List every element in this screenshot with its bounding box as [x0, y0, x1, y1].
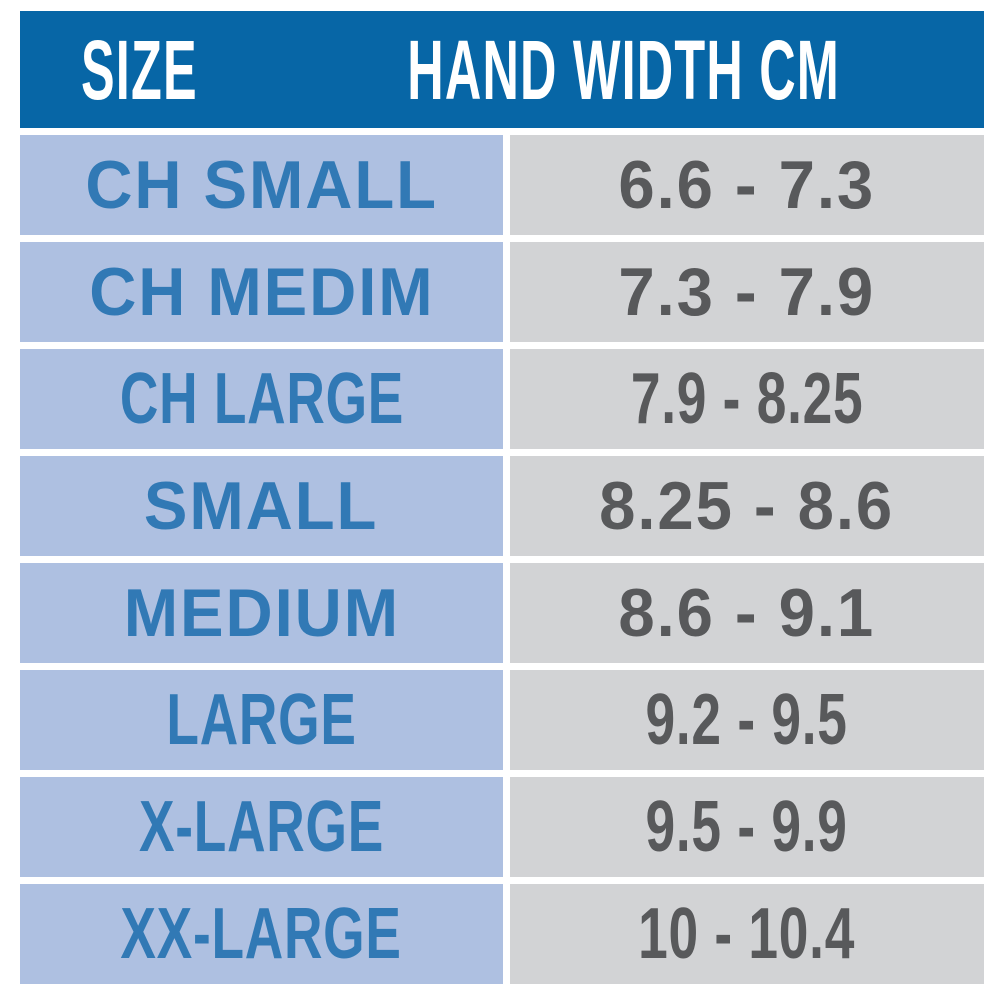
hand-width-value: 7.9 - 8.25: [630, 359, 864, 439]
table-row: XX-LARGE 10 - 10.4: [20, 884, 984, 984]
column-gap: [503, 242, 510, 342]
size-label: CH MEDIM: [88, 254, 435, 330]
hand-width-cell: 7.9 - 8.25: [510, 349, 984, 449]
table-header: SIZE HAND WIDTH CM: [20, 11, 984, 128]
hand-width-cell: 10 - 10.4: [510, 884, 984, 984]
size-label: SMALL: [144, 468, 379, 544]
table-row: LARGE 9.2 - 9.5: [20, 670, 984, 770]
hand-width-cell: 8.25 - 8.6: [510, 456, 984, 556]
size-label: CH LARGE: [119, 359, 404, 439]
header-size-cell: SIZE: [20, 11, 259, 128]
hand-width-value: 8.6 - 9.1: [618, 575, 876, 651]
table-row: CH LARGE 7.9 - 8.25: [20, 349, 984, 449]
hand-width-value: 10 - 10.4: [638, 894, 856, 974]
size-cell: CH LARGE: [20, 349, 503, 449]
size-cell: XX-LARGE: [20, 884, 503, 984]
size-cell: X-LARGE: [20, 777, 503, 877]
size-cell: SMALL: [20, 456, 503, 556]
column-gap: [503, 884, 510, 984]
hand-width-value: 9.5 - 9.9: [645, 787, 849, 867]
hand-width-value: 8.25 - 8.6: [599, 468, 895, 544]
column-gap: [503, 563, 510, 663]
hand-width-value: 6.6 - 7.3: [618, 147, 876, 223]
size-cell: CH SMALL: [20, 135, 503, 235]
size-label: CH SMALL: [85, 147, 438, 223]
size-label: MEDIUM: [123, 575, 400, 651]
header-hand-width-label: HAND WIDTH CM: [407, 22, 840, 117]
column-gap: [503, 777, 510, 877]
column-gap: [503, 670, 510, 770]
hand-width-cell: 8.6 - 9.1: [510, 563, 984, 663]
table-row: SMALL 8.25 - 8.6: [20, 456, 984, 556]
size-chart-table: SIZE HAND WIDTH CM CH SMALL 6.6 - 7.3 CH…: [20, 11, 984, 987]
hand-width-cell: 6.6 - 7.3: [510, 135, 984, 235]
hand-width-value: 7.3 - 7.9: [618, 254, 876, 330]
size-label: LARGE: [166, 680, 357, 760]
header-hand-width-cell: HAND WIDTH CM: [263, 11, 984, 128]
size-label: X-LARGE: [139, 787, 384, 867]
table-row: CH SMALL 6.6 - 7.3: [20, 135, 984, 235]
hand-width-cell: 7.3 - 7.9: [510, 242, 984, 342]
header-size-label: SIZE: [81, 22, 199, 117]
size-label: XX-LARGE: [120, 894, 403, 974]
table-row: MEDIUM 8.6 - 9.1: [20, 563, 984, 663]
size-cell: MEDIUM: [20, 563, 503, 663]
column-gap: [503, 349, 510, 449]
table-row: CH MEDIM 7.3 - 7.9: [20, 242, 984, 342]
hand-width-cell: 9.5 - 9.9: [510, 777, 984, 877]
hand-width-cell: 9.2 - 9.5: [510, 670, 984, 770]
size-cell: LARGE: [20, 670, 503, 770]
size-cell: CH MEDIM: [20, 242, 503, 342]
table-row: X-LARGE 9.5 - 9.9: [20, 777, 984, 877]
column-gap: [503, 135, 510, 235]
column-gap: [503, 456, 510, 556]
hand-width-value: 9.2 - 9.5: [645, 680, 849, 760]
